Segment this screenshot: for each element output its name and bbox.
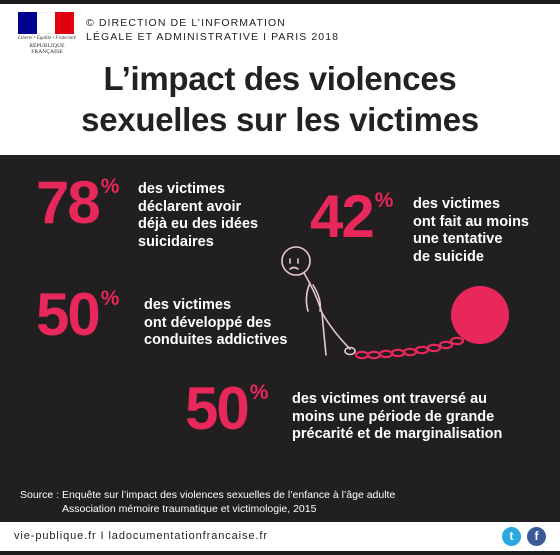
twitter-icon[interactable]: t [502, 527, 521, 546]
stat-2-line: de suicide [413, 248, 484, 265]
stat-3-description: des victimes ont développé des conduites… [144, 297, 287, 350]
stat-2-line: une tentative [413, 231, 503, 247]
credit: © DIRECTION DE L’INFORMATION LÉGALE ET A… [86, 16, 339, 44]
stat-1-line: déjà eu des idées [138, 216, 259, 232]
stat-3-line: ont développé des [144, 314, 272, 331]
stat-3-percent: 50% [36, 285, 119, 345]
flag-icon [18, 12, 75, 34]
stat-3-number: 50 [36, 281, 101, 348]
stat-4-description: des victimes ont traversé au moins une p… [292, 391, 502, 444]
facebook-icon[interactable]: f [527, 527, 546, 546]
stat-2-percent: 42% [310, 187, 393, 247]
republique-francaise-logo: Liberté • Égalité • Fraternité RÉPUBLIQU… [14, 12, 76, 55]
stat-4-line: moins une période de grande [292, 408, 495, 425]
logo-motto: Liberté • Égalité • Fraternité [18, 36, 76, 41]
title-line-1: L’impact des violences [103, 60, 457, 97]
stat-1-line: suicidaires [138, 233, 214, 250]
stat-2-description: des victimes ont fait au moins une tenta… [413, 196, 529, 266]
stat-1-line: déclarent avoir [138, 198, 242, 215]
credit-line-2: LÉGALE ET ADMINISTRATIVE I PARIS 2018 [86, 31, 340, 43]
stat-4-line: des victimes ont traversé au [292, 391, 488, 407]
stat-3-line: conduites addictives [144, 332, 288, 348]
figure-ball-and-chain-icon [281, 246, 509, 360]
credit-line-1: © DIRECTION DE L’INFORMATION [86, 17, 286, 29]
stat-2-sign: % [374, 189, 394, 212]
footer-links[interactable]: vie-publique.fr I ladocumentationfrancai… [14, 530, 268, 542]
stat-1-percent: 78% [36, 173, 119, 233]
stats-panel: 78% des victimes déclarent avoir déjà eu… [0, 155, 560, 522]
top-border [0, 0, 560, 4]
stat-4-line: précarité et de marginalisation [292, 426, 503, 442]
stat-2-line: des victimes [413, 196, 501, 212]
stat-1-sign: % [100, 175, 120, 198]
stat-2-number: 42 [310, 183, 375, 250]
logo-name: RÉPUBLIQUE FRANÇAISE [29, 43, 65, 55]
stat-1-number: 78 [36, 169, 101, 236]
source-line-2: Association mémoire traumatique et victi… [62, 503, 317, 515]
header: Liberté • Égalité • Fraternité RÉPUBLIQU… [0, 4, 560, 152]
stat-2-line: ont fait au moins [413, 213, 529, 230]
footer: vie-publique.fr I ladocumentationfrancai… [0, 522, 560, 555]
page-title: L’impact des violences sexuelles sur les… [0, 58, 560, 140]
stat-4-percent: 50% [185, 379, 268, 439]
stat-3-sign: % [100, 287, 120, 310]
source-line-1: Source : Enquête sur l’impact des violen… [20, 489, 396, 501]
source-note: Source : Enquête sur l’impact des violen… [20, 488, 395, 516]
bottom-border [0, 551, 560, 555]
stat-4-sign: % [249, 381, 269, 404]
stat-1-line: des victimes [138, 181, 226, 197]
title-line-2: sexuelles sur les victimes [81, 101, 479, 138]
stat-1-description: des victimes déclarent avoir déjà eu des… [138, 181, 258, 251]
stat-4-number: 50 [185, 375, 250, 442]
stat-3-line: des victimes [144, 297, 232, 313]
